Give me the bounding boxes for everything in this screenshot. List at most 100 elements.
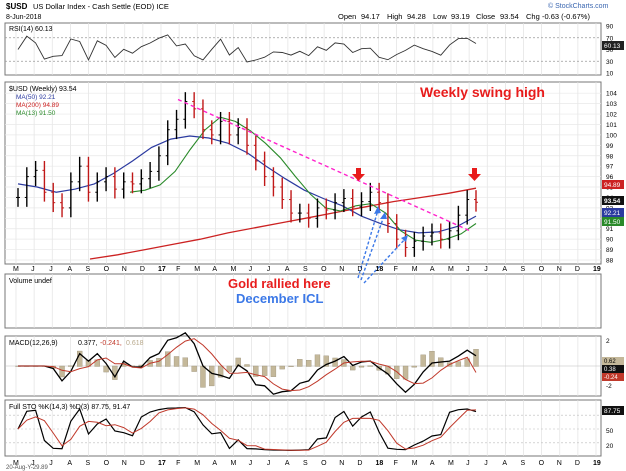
icl-arrowheads xyxy=(374,206,408,242)
macd-histogram-bar xyxy=(358,365,365,368)
x-tick-label-bottom: D xyxy=(357,460,362,467)
macd-histogram-bar xyxy=(103,365,109,373)
grid xyxy=(5,23,601,456)
sto-d-line xyxy=(17,407,477,451)
legend-ma13: MA(13) 91.50 xyxy=(16,110,56,117)
description: US Dollar Index - Cash Settle (EOD) ICE xyxy=(33,2,169,11)
sto-label: Full STO %K(14,3) %D(3) 87.75, 91.47 xyxy=(9,404,130,411)
macd-histogram-bar xyxy=(244,364,250,367)
rsi-tick-label: 10 xyxy=(606,71,614,78)
annotation-gold: Gold rallied here xyxy=(228,276,331,291)
price-tick-label: 96 xyxy=(606,174,614,181)
x-tick-label-bottom: M xyxy=(412,460,418,467)
x-tick-label-bottom: S xyxy=(303,460,308,467)
x-tick-label-bottom: A xyxy=(212,460,217,467)
badge-ma50: 92.21 xyxy=(602,208,624,217)
macd-tick: 2 xyxy=(606,338,610,345)
x-tick-label: J xyxy=(49,266,53,273)
x-tick-label: M xyxy=(231,266,237,273)
macd-histogram-bar xyxy=(314,354,321,367)
swing-arrow-2 xyxy=(468,168,481,181)
x-tick-label: D xyxy=(575,266,580,273)
macd-histogram-bar xyxy=(367,365,373,367)
sto-badge-text: 87.75 xyxy=(604,408,621,415)
price-panel xyxy=(4,81,602,265)
macd-histogram-bar xyxy=(350,365,356,371)
macd-histogram-bar xyxy=(191,365,197,372)
ohlc-readout: Open 94.17 High 94.28 Low 93.19 Close 93… xyxy=(338,12,590,21)
macd-histogram-bar xyxy=(323,355,329,367)
x-tick-label-bottom: J xyxy=(249,460,253,467)
x-tick-label: O xyxy=(539,266,545,273)
price-tick-label: 104 xyxy=(606,91,617,98)
x-tick-label: 17 xyxy=(158,266,166,273)
x-tick-label: J xyxy=(267,266,271,273)
macd-histogram-bar xyxy=(200,365,206,388)
macd-histogram-bar xyxy=(182,357,188,367)
x-tick-label: M xyxy=(448,266,454,273)
watermark: © StockCharts.com xyxy=(548,2,609,10)
x-tick-label: 18 xyxy=(376,266,384,273)
low-value: 93.19 xyxy=(451,12,470,21)
macd-histogram-bar xyxy=(270,365,277,377)
macd-histogram-bar xyxy=(226,365,233,372)
sto-badge: 87.75 xyxy=(602,406,624,415)
x-tick-label-bottom: J xyxy=(267,460,271,467)
x-tick-label-bottom: F xyxy=(176,460,180,467)
macd-histogram-bar xyxy=(209,365,215,387)
sto-tick: 50 xyxy=(606,428,614,435)
macd-tick: -2 xyxy=(606,383,612,390)
x-tick-label-bottom: S xyxy=(86,460,91,467)
price-tick-label: 101 xyxy=(606,122,617,129)
x-tick-label-bottom: J xyxy=(31,460,35,467)
chart-date: 8-Jun-2018 xyxy=(6,14,42,21)
rsi-badge: 60.13 xyxy=(602,41,624,50)
price-tick-label: 90 xyxy=(606,237,614,244)
x-tick-label-bottom: 17 xyxy=(158,460,166,467)
rsi-tick-label: 50 xyxy=(606,47,614,54)
rsi-line xyxy=(17,34,477,63)
macd-histogram-bar xyxy=(429,350,435,367)
symbol: $USD xyxy=(6,2,28,11)
badge-ma13: 91.50 xyxy=(602,217,624,226)
macd-histogram-bar xyxy=(455,361,462,367)
legend-ma200: MA(200) 94.89 xyxy=(16,102,59,109)
price-tick-label: 102 xyxy=(606,112,617,119)
macd-v3: 0.618 xyxy=(126,340,144,347)
rsi-badge-text: 60.13 xyxy=(604,43,621,50)
rsi-tick-label: 90 xyxy=(606,24,614,31)
x-tick-label-bottom: A xyxy=(67,460,72,467)
chart-marks: M J J A S O N D 17 F M A M J J A S O N D 18 F M A M J J A S O N D 19 xyxy=(13,34,601,467)
x-tick-label: M xyxy=(194,266,200,273)
badge-ma50-text: 92.21 xyxy=(604,210,621,217)
volume-panel xyxy=(4,273,602,329)
x-tick-label: J xyxy=(484,266,488,273)
price-tick-label: 89 xyxy=(606,247,614,254)
x-tick-label: A xyxy=(212,266,217,273)
x-tick-label: D xyxy=(357,266,362,273)
macd-badges: 0.62 0.38 -0.24 xyxy=(602,357,624,381)
macd-histogram-bar xyxy=(420,354,426,367)
swing-arrow-1 xyxy=(352,168,365,181)
x-tick-label: S xyxy=(521,266,526,273)
price-y-axis: 104103102101100999897969594939291908988 xyxy=(606,91,617,265)
price-tick-label: 98 xyxy=(606,153,614,160)
badge-ma200-text: 94.89 xyxy=(604,182,621,189)
macd-histogram-bar xyxy=(156,358,162,367)
rsi-tick-label: 30 xyxy=(606,59,614,66)
macd-badge-hist: 0.62 xyxy=(604,359,616,365)
sto-y-axis: 50 20 xyxy=(606,428,614,450)
price-tick-label: 88 xyxy=(606,258,614,265)
macd-histogram-bar xyxy=(288,365,294,367)
x-tick-label: M xyxy=(13,266,19,273)
x-tick-label: D xyxy=(140,266,145,273)
x-tick-label-bottom: D xyxy=(140,460,145,467)
icl-arrows xyxy=(357,209,407,284)
x-tick-label-bottom: 18 xyxy=(376,460,384,467)
x-tick-label-bottom: M xyxy=(194,460,200,467)
macd-histogram-bar xyxy=(165,351,171,367)
price-tick-label: 91 xyxy=(606,226,614,233)
macd-signal-line xyxy=(18,338,477,392)
x-tick-label: 19 xyxy=(593,266,601,273)
badge-close: 93.54 xyxy=(602,196,624,205)
